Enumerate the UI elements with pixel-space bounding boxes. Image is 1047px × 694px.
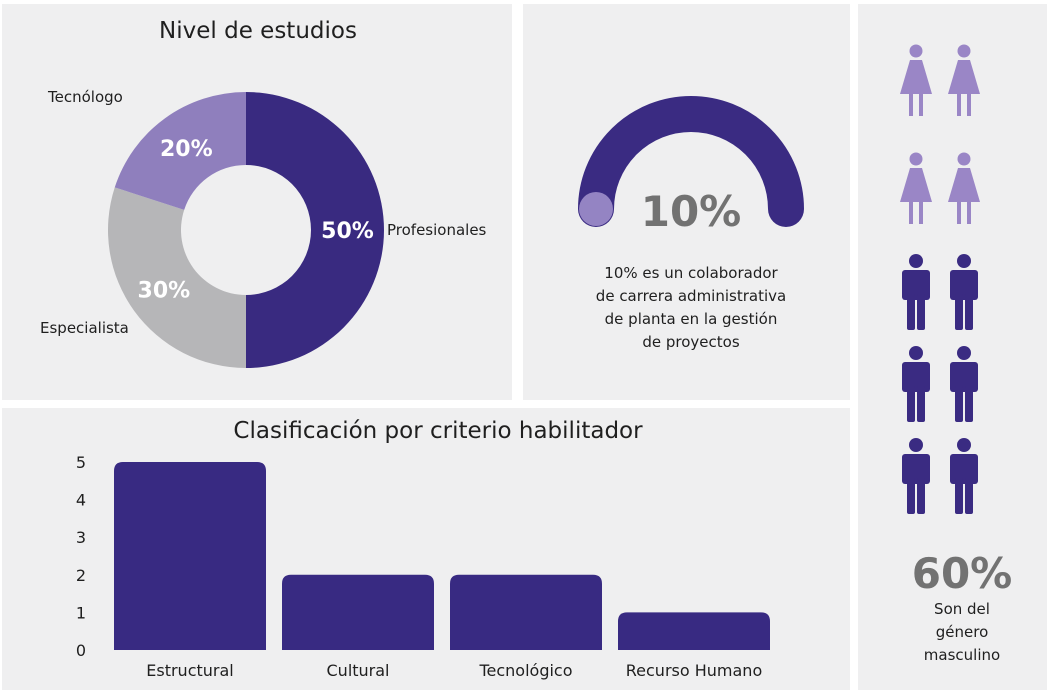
x-tick-tecnologico: Tecnológico: [478, 661, 572, 680]
x-tick-cultural: Cultural: [327, 661, 390, 680]
gauge-description-line-1: 10% es un colaborador: [604, 264, 778, 282]
bar-chart-title: Clasificación por criterio habilitador: [233, 418, 643, 444]
bar-recurso-humano: [618, 612, 770, 650]
gender-value: 60%: [912, 549, 1013, 598]
bar-chart: Clasificación por criterio habilitador 0…: [76, 418, 770, 680]
donut-chart: Nivel de estudios 50% 30% 20% Profesionale…: [40, 18, 487, 368]
gauge-value: 10%: [641, 187, 742, 236]
donut-pct-label-especialista: 30%: [138, 279, 191, 304]
y-tick-5: 5: [76, 453, 86, 472]
gender-description-line-1: Son del: [934, 600, 990, 618]
y-tick-1: 1: [76, 603, 86, 622]
gender-description-line-3: masculino: [924, 646, 1000, 664]
donut-slice-tecnologo: [114, 92, 246, 210]
y-tick-3: 3: [76, 528, 86, 547]
gauge-description-line-3: de planta en la gestión: [605, 310, 778, 328]
female-icon: [900, 44, 932, 116]
donut-slice-especialista: [108, 187, 246, 368]
male-icon: [902, 346, 930, 422]
female-icon: [900, 152, 932, 224]
donut-legend-profesionales: Profesionales: [387, 221, 487, 239]
gender-description-line-2: género: [936, 623, 989, 641]
bar-estructural: [114, 462, 266, 650]
y-tick-2: 2: [76, 566, 86, 585]
donut-panel: Nivel de estudios 50% 30% 20% Profesionale…: [2, 4, 512, 400]
y-tick-4: 4: [76, 491, 86, 510]
donut-legend-especialista: Especialista: [40, 319, 129, 337]
bar-panel: Clasificación por criterio habilitador 0…: [2, 408, 850, 690]
male-icon: [950, 438, 978, 514]
bar-cultural: [282, 574, 434, 650]
donut-pct-label-profesionales: 50%: [321, 219, 374, 244]
donut-title: Nivel de estudios: [159, 18, 357, 44]
female-icon: [948, 44, 980, 116]
gauge-track: [578, 96, 804, 227]
y-tick-0: 0: [76, 641, 86, 660]
female-icon: [948, 152, 980, 224]
gender-pictogram: 60% Son del género masculino: [900, 44, 1013, 664]
gauge-description-line-4: de proyectos: [642, 333, 739, 351]
gauge-panel: 10% 10% es un colaborador de carrera adm…: [523, 4, 850, 400]
male-icon: [950, 346, 978, 422]
donut-slice-profesionales: [246, 92, 384, 368]
donut-legend-tecnologo: Tecnólogo: [47, 88, 123, 106]
male-icon: [950, 254, 978, 330]
gauge-description-line-2: de carrera administrativa: [596, 287, 786, 305]
male-icon: [902, 438, 930, 514]
gender-panel: 60% Son del género masculino: [858, 4, 1047, 690]
gauge-value-marker: [579, 192, 613, 226]
male-icon: [902, 254, 930, 330]
donut-pct-label-tecnologo: 20%: [160, 137, 213, 162]
gauge-chart: 10% 10% es un colaborador de carrera adm…: [578, 96, 804, 351]
bar-tecnologico: [450, 574, 602, 650]
x-tick-estructural: Estructural: [146, 661, 233, 680]
x-tick-recurso-humano: Recurso Humano: [626, 661, 762, 680]
